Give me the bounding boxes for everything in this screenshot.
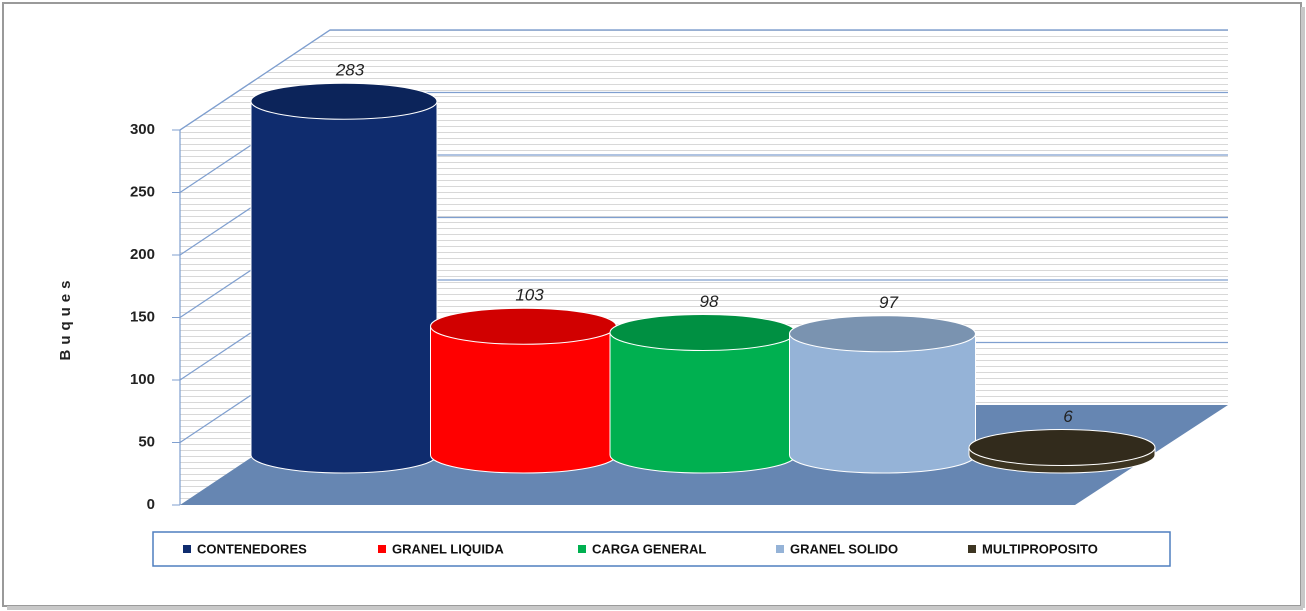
y-tick-label: 50 — [138, 433, 155, 450]
bar — [609, 332, 797, 474]
bar-top — [789, 315, 976, 353]
bar — [250, 100, 438, 474]
legend-swatch — [378, 545, 386, 553]
value-label: 103 — [515, 286, 544, 305]
bar — [789, 333, 976, 474]
value-label: 97 — [879, 293, 898, 312]
frame-shadow — [1301, 7, 1305, 608]
legend-swatch — [968, 545, 976, 553]
y-axis-label: Buques — [57, 275, 74, 360]
wall-edge — [179, 29, 1228, 505]
legend-swatch — [776, 545, 784, 553]
value-label: 6 — [1063, 407, 1073, 426]
legend-swatch — [578, 545, 586, 553]
bar-top — [968, 429, 1156, 466]
value-label: 283 — [335, 61, 365, 80]
legend-label: MULTIPROPOSITO — [982, 541, 1098, 556]
legend-label: GRANEL LIQUIDA — [392, 541, 504, 556]
y-tick-label: 100 — [130, 371, 155, 388]
legend-label: CONTENEDORES — [197, 541, 307, 556]
legend-label: CARGA GENERAL — [592, 541, 706, 556]
y-tick-label: 0 — [147, 496, 155, 513]
y-tick-label: 200 — [130, 246, 155, 263]
y-tick-label: 150 — [130, 308, 155, 325]
legend — [152, 531, 1171, 567]
bar-top — [430, 307, 617, 345]
y-tick-label: 250 — [130, 183, 155, 200]
legend-swatch — [183, 545, 191, 553]
legend-label: GRANEL SOLIDO — [790, 541, 898, 556]
bar-top — [250, 82, 438, 120]
value-label: 98 — [700, 292, 719, 311]
bar-top — [609, 314, 797, 351]
frame-shadow — [7, 606, 1303, 610]
legend-items: CONTENEDORES GRANEL LIQUIDA CARGA GENERAL G… — [183, 541, 1098, 556]
y-tick-label: 300 — [130, 121, 155, 138]
plot: 283 103 98 97 6 — [250, 61, 1156, 474]
bar — [430, 325, 617, 474]
